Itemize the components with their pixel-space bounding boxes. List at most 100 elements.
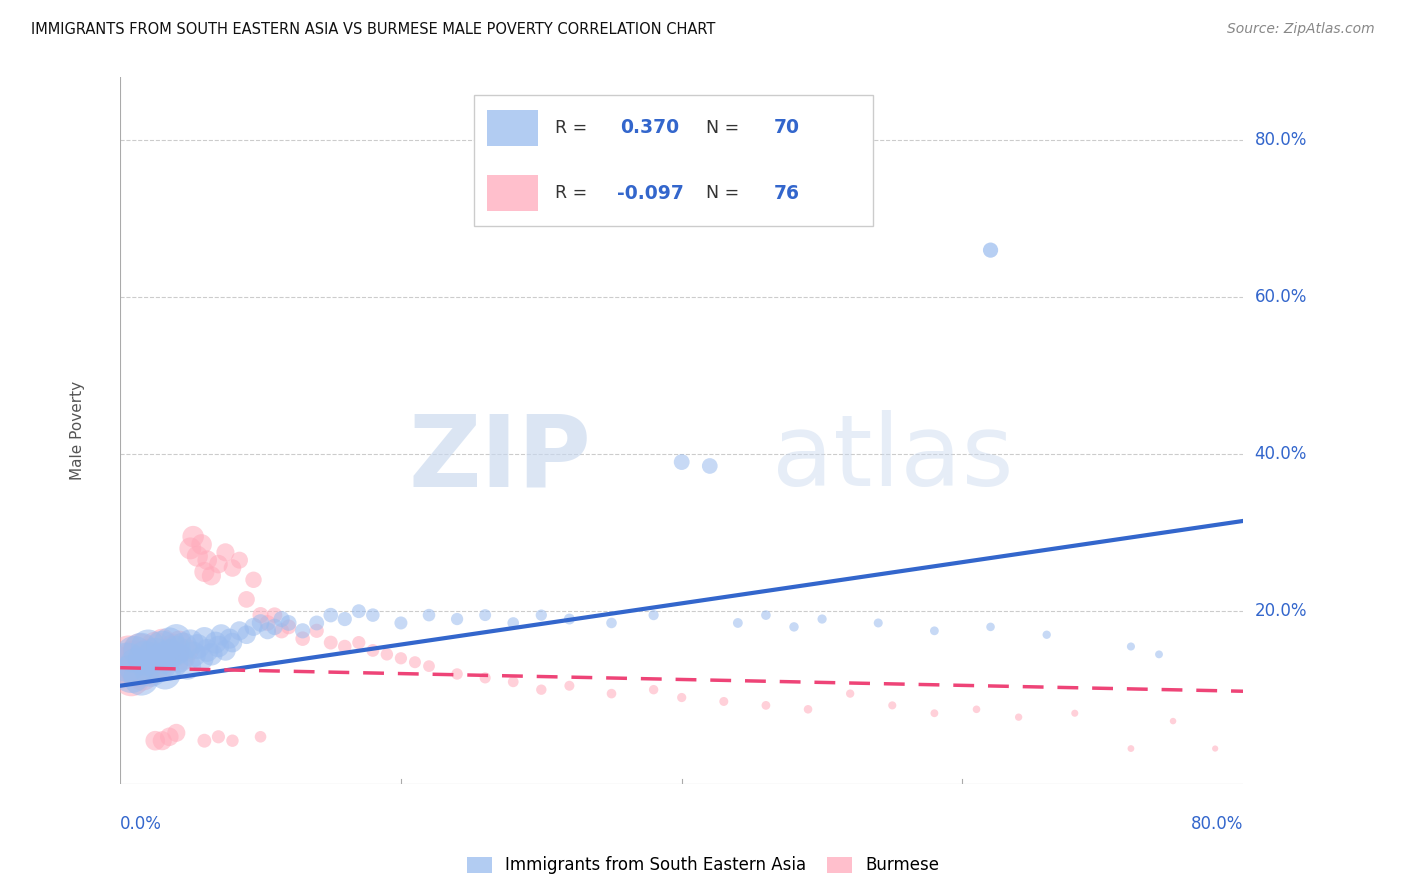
Point — [319, 635, 342, 649]
Point — [980, 620, 1002, 634]
Point — [172, 651, 194, 665]
Point — [389, 651, 412, 665]
Point — [129, 643, 152, 657]
Point — [375, 648, 398, 662]
Point — [162, 640, 184, 654]
Point — [446, 667, 468, 681]
Text: 0.370: 0.370 — [620, 119, 679, 137]
Point — [200, 648, 222, 662]
Point — [190, 537, 212, 551]
Point — [134, 655, 156, 669]
Point — [165, 726, 187, 740]
Point — [347, 635, 370, 649]
Point — [305, 624, 328, 638]
Point — [134, 651, 156, 665]
Point — [221, 561, 243, 575]
Point — [143, 640, 166, 654]
Point — [270, 624, 292, 638]
Point — [153, 651, 176, 665]
Point — [882, 698, 904, 713]
Point — [165, 643, 187, 657]
Point — [249, 615, 271, 630]
Text: atlas: atlas — [772, 410, 1014, 508]
Text: 80.0%: 80.0% — [1191, 815, 1243, 833]
Point — [143, 733, 166, 747]
Point — [157, 635, 180, 649]
Point — [418, 659, 440, 673]
Point — [333, 612, 356, 626]
Point — [157, 730, 180, 744]
Point — [530, 608, 553, 623]
Point — [136, 648, 159, 662]
Point — [165, 632, 187, 646]
Point — [179, 541, 201, 556]
Point — [139, 663, 162, 677]
Text: 0.0%: 0.0% — [120, 815, 162, 833]
Point — [980, 243, 1002, 257]
Point — [319, 608, 342, 623]
Point — [143, 648, 166, 662]
Point — [291, 624, 314, 638]
Text: 76: 76 — [773, 184, 800, 202]
Point — [114, 659, 136, 673]
Text: Male Poverty: Male Poverty — [70, 381, 84, 480]
Text: ZIP: ZIP — [409, 410, 592, 508]
Point — [600, 687, 623, 701]
Point — [122, 648, 145, 662]
Point — [120, 671, 142, 685]
Point — [195, 553, 218, 567]
Point — [235, 592, 257, 607]
Text: R =: R = — [555, 184, 592, 202]
Point — [195, 643, 218, 657]
Point — [1063, 706, 1085, 721]
Point — [125, 659, 148, 673]
Point — [797, 702, 820, 716]
Point — [558, 679, 581, 693]
Point — [474, 671, 496, 685]
Text: 60.0%: 60.0% — [1254, 288, 1306, 306]
Text: IMMIGRANTS FROM SOUTH EASTERN ASIA VS BURMESE MALE POVERTY CORRELATION CHART: IMMIGRANTS FROM SOUTH EASTERN ASIA VS BU… — [31, 22, 716, 37]
Point — [204, 635, 226, 649]
Point — [165, 648, 187, 662]
Point — [136, 640, 159, 654]
Point — [1147, 648, 1170, 662]
Point — [162, 655, 184, 669]
Point — [671, 690, 693, 705]
Point — [811, 612, 834, 626]
Point — [207, 640, 229, 654]
FancyBboxPatch shape — [474, 95, 873, 226]
Point — [333, 640, 356, 654]
Point — [600, 615, 623, 630]
Point — [193, 733, 215, 747]
Point — [502, 674, 524, 689]
Point — [783, 620, 806, 634]
Point — [1204, 741, 1226, 756]
Point — [150, 733, 173, 747]
Point — [157, 648, 180, 662]
Point — [120, 667, 142, 681]
Point — [179, 635, 201, 649]
Point — [221, 733, 243, 747]
Point — [186, 549, 208, 564]
Point — [1161, 714, 1184, 728]
Point — [150, 640, 173, 654]
Text: 70: 70 — [773, 119, 800, 137]
Point — [129, 671, 152, 685]
Point — [277, 615, 299, 630]
Point — [172, 640, 194, 654]
Point — [713, 694, 735, 708]
Point — [242, 620, 264, 634]
Text: 40.0%: 40.0% — [1254, 445, 1306, 463]
Point — [181, 530, 204, 544]
Text: N =: N = — [706, 184, 745, 202]
Text: 80.0%: 80.0% — [1254, 131, 1306, 149]
Point — [305, 615, 328, 630]
Point — [868, 615, 890, 630]
Point — [167, 635, 190, 649]
Point — [727, 615, 749, 630]
Point — [218, 632, 240, 646]
Point — [157, 648, 180, 662]
Point — [502, 615, 524, 630]
Text: 20.0%: 20.0% — [1254, 602, 1308, 620]
Point — [755, 698, 778, 713]
